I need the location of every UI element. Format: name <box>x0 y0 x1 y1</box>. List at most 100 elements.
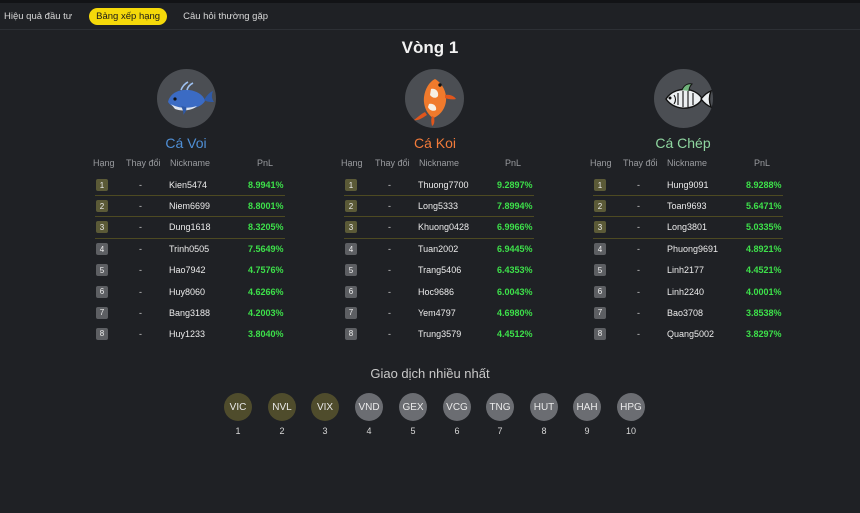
pnl-cell: 4.6266% <box>248 286 284 297</box>
rank-badge: 1 <box>96 179 108 192</box>
ticker-badge[interactable]: VIX <box>311 393 339 421</box>
nickname-cell: Linh2177 <box>667 265 705 276</box>
table-row[interactable]: 3 - Dung1618 8.3205% <box>95 217 285 239</box>
change-cell: - <box>388 180 391 191</box>
header-pnl: PnL <box>505 158 522 168</box>
rank-badge: 5 <box>594 264 606 277</box>
change-cell: - <box>637 328 640 339</box>
nickname-cell: Quang5002 <box>667 328 715 339</box>
group-name-ca-voi: Cá Voi <box>165 135 207 151</box>
nickname-cell: Bao3708 <box>667 307 704 318</box>
rank-badge: 6 <box>96 285 108 298</box>
leaderboard-ca-chep: 1 - Hung9091 8.9288% 2 - Toan9693 5.6471% 3 - Lo… <box>593 175 783 345</box>
table-row[interactable]: 1 - Thuong7700 9.2897% <box>344 175 534 197</box>
table-row[interactable]: 3 - Khuong0428 6.9966% <box>344 217 534 239</box>
nickname-cell: Thuong7700 <box>418 180 469 191</box>
table-row[interactable]: 8 - Trung3579 4.4512% <box>344 323 534 344</box>
change-cell: - <box>388 201 391 212</box>
ticker-rank: 3 <box>322 426 328 436</box>
rank-badge: 4 <box>594 243 606 256</box>
table-row[interactable]: 3 - Long3801 5.0335% <box>593 217 783 239</box>
table-row[interactable]: 7 - Bao3708 3.8538% <box>593 302 783 323</box>
ticker-rank: 2 <box>279 426 285 436</box>
rank-badge: 7 <box>594 306 606 319</box>
table-row[interactable]: 2 - Long5333 7.8994% <box>344 196 534 218</box>
ticker-rank: 9 <box>584 426 590 436</box>
table-row[interactable]: 4 - Phuong9691 4.8921% <box>593 239 783 260</box>
table-row[interactable]: 1 - Kien5474 8.9941% <box>95 175 285 197</box>
ticker-badge[interactable]: VND <box>355 393 383 421</box>
change-cell: - <box>637 265 640 276</box>
change-cell: - <box>637 201 640 212</box>
rank-badge: 4 <box>96 243 108 256</box>
ticker-badge[interactable]: VCG <box>443 393 471 421</box>
page-title: Vòng 1 <box>401 38 459 57</box>
rank-badge: 8 <box>96 327 108 340</box>
pnl-cell: 4.6980% <box>497 307 533 318</box>
pnl-cell: 4.0001% <box>746 286 782 297</box>
rank-badge: 6 <box>594 285 606 298</box>
change-cell: - <box>388 222 391 233</box>
pnl-cell: 6.9966% <box>497 222 533 233</box>
table-row[interactable]: 1 - Hung9091 8.9288% <box>593 175 783 197</box>
change-cell: - <box>637 307 640 318</box>
pnl-cell: 6.9445% <box>497 244 533 255</box>
ticker-badge[interactable]: TNG <box>486 393 514 421</box>
rank-badge: 3 <box>594 221 606 234</box>
change-cell: - <box>637 180 640 191</box>
ticker-badge[interactable]: GEX <box>399 393 427 421</box>
rank-badge: 8 <box>594 327 606 340</box>
table-row[interactable]: 5 - Linh2177 4.4521% <box>593 260 783 281</box>
pnl-cell: 4.4512% <box>497 328 533 339</box>
tab-hieu-qua-dau-tu[interactable]: Hiệu quả đầu tư <box>4 10 73 22</box>
pnl-cell: 3.8538% <box>746 307 782 318</box>
pnl-cell: 8.9288% <box>746 180 782 191</box>
table-row[interactable]: 2 - Toan9693 5.6471% <box>593 196 783 218</box>
table-row[interactable]: 6 - Huy8060 4.6266% <box>95 281 285 302</box>
change-cell: - <box>637 286 640 297</box>
table-row[interactable]: 4 - Tuan2002 6.9445% <box>344 239 534 260</box>
ticker-badge[interactable]: VIC <box>224 393 252 421</box>
table-row[interactable]: 8 - Quang5002 3.8297% <box>593 323 783 344</box>
table-row[interactable]: 6 - Hoc9686 6.0043% <box>344 281 534 302</box>
nickname-cell: Long5333 <box>418 201 459 212</box>
ticker-rank: 8 <box>541 426 547 436</box>
ticker-badge[interactable]: HUT <box>530 393 558 421</box>
ticker-badge[interactable]: NVL <box>268 393 296 421</box>
pnl-cell: 9.2897% <box>497 180 533 191</box>
header-change: Thay đổi <box>623 158 658 168</box>
pnl-cell: 4.7576% <box>248 265 284 276</box>
ticker-badge[interactable]: HAH <box>573 393 601 421</box>
nickname-cell: Long3801 <box>667 222 708 233</box>
leaderboard-ca-koi: 1 - Thuong7700 9.2897% 2 - Long5333 7.8994% 3 -… <box>344 175 534 345</box>
change-cell: - <box>388 307 391 318</box>
pnl-cell: 8.9941% <box>248 180 284 191</box>
table-row[interactable]: 2 - Niem6699 8.8001% <box>95 196 285 218</box>
rank-badge: 5 <box>96 264 108 277</box>
table-row[interactable]: 8 - Huy1233 3.8040% <box>95 323 285 344</box>
table-row[interactable]: 7 - Bang3188 4.2003% <box>95 302 285 323</box>
table-row[interactable]: 5 - Hao7942 4.7576% <box>95 260 285 281</box>
tab-cau-hoi-thuong-gap[interactable]: Câu hỏi thường gặp <box>183 10 269 22</box>
header-nickname: Nickname <box>419 158 460 168</box>
table-row[interactable]: 4 - Trinh0505 7.5649% <box>95 239 285 260</box>
nickname-cell: Hoc9686 <box>418 286 455 297</box>
pnl-cell: 4.8921% <box>746 244 782 255</box>
pnl-cell: 6.0043% <box>497 286 533 297</box>
tab-bang-xep-hang[interactable]: Bảng xếp hạng <box>89 7 168 25</box>
change-cell: - <box>388 265 391 276</box>
table-row[interactable]: 5 - Trang5406 6.4353% <box>344 260 534 281</box>
table-row[interactable]: 7 - Yem4797 4.6980% <box>344 302 534 323</box>
nickname-cell: Tuan2002 <box>418 244 459 255</box>
change-cell: - <box>388 244 391 255</box>
rank-badge: 2 <box>594 200 606 213</box>
change-cell: - <box>139 244 142 255</box>
header-rank: Hạng <box>93 158 115 168</box>
header-rank: Hạng <box>341 158 363 168</box>
pnl-cell: 5.6471% <box>746 201 782 212</box>
table-row[interactable]: 6 - Linh2240 4.0001% <box>593 281 783 302</box>
rank-badge: 6 <box>345 285 357 298</box>
ticker-badge[interactable]: HPG <box>617 393 645 421</box>
change-cell: - <box>139 222 142 233</box>
tab-bar: Hiệu quả đầu tư Bảng xếp hạng Câu hỏi th… <box>0 5 275 27</box>
